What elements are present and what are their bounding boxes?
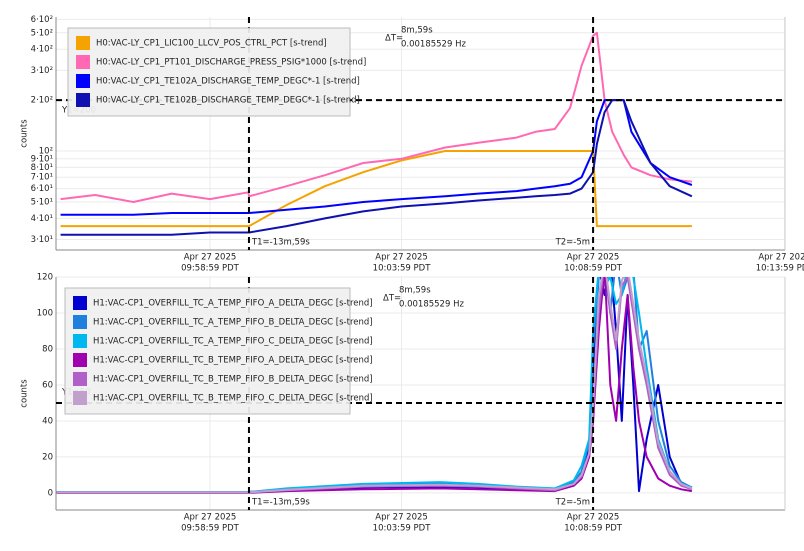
legend-swatch xyxy=(73,353,87,367)
legend-swatch xyxy=(73,315,87,329)
delta-label: ΔT= xyxy=(383,294,401,304)
legend-label: H1:VAC-CP1_OVERFILL_TC_A_TEMP_FIFO_A_DEL… xyxy=(93,299,373,309)
legend-swatch xyxy=(73,296,87,310)
y-tick-label: 40 xyxy=(42,416,53,426)
cursor-label: T1=-13m,59s xyxy=(251,238,310,248)
y-tick-label: 60 xyxy=(42,380,53,390)
delta-label: ΔT= xyxy=(385,34,403,44)
legend-label: H1:VAC-CP1_OVERFILL_TC_B_TEMP_FIFO_B_DEL… xyxy=(93,375,373,385)
y-tick-label: 2·10² xyxy=(31,96,53,106)
legend-label: H1:VAC-CP1_OVERFILL_TC_B_TEMP_FIFO_A_DEL… xyxy=(93,356,373,366)
y-tick-label: 7·10¹ xyxy=(31,173,53,183)
legend-swatch xyxy=(73,372,87,386)
legend-swatch xyxy=(76,36,90,50)
y-axis-label: counts xyxy=(20,119,30,148)
x-tick-label: 10:03:59 PDT xyxy=(373,264,432,274)
y-tick-label: 4·10¹ xyxy=(31,214,53,224)
legend-label: H1:VAC-CP1_OVERFILL_TC_A_TEMP_FIFO_B_DEL… xyxy=(93,318,373,328)
x-tick-label: Apr 27 2025 xyxy=(758,253,804,263)
delta-time: 8m,59s xyxy=(401,26,433,36)
series-line xyxy=(56,277,693,494)
y-tick-label: 20 xyxy=(42,452,53,462)
legend-swatch xyxy=(73,334,87,348)
y-tick-label: 3·10¹ xyxy=(31,235,53,245)
legend-label: H0:VAC-LY_CP1_LIC100_LLCV_POS_CTRL_PCT [… xyxy=(96,39,327,49)
y-tick-label: 100 xyxy=(37,308,53,318)
x-tick-label: 10:03:59 PDT xyxy=(373,524,432,534)
x-tick-label: Apr 27 2025 xyxy=(567,253,620,263)
legend-swatch xyxy=(76,93,90,107)
legend-label: H0:VAC-LY_CP1_TE102B_DISCHARGE_TEMP_DEGC… xyxy=(96,96,360,106)
legend-label: H1:VAC-CP1_OVERFILL_TC_B_TEMP_FIFO_C_DEL… xyxy=(93,394,373,404)
cursor-label: T2=-5m xyxy=(555,498,590,508)
delta-time: 8m,59s xyxy=(399,286,431,296)
legend-label: H0:VAC-LY_CP1_TE102A_DISCHARGE_TEMP_DEGC… xyxy=(96,77,360,87)
y-tick-label: 6·10² xyxy=(31,15,53,25)
x-tick-label: Apr 27 2025 xyxy=(567,513,620,523)
y-tick-label: 10² xyxy=(39,147,53,157)
x-tick-label: 09:58:59 PDT xyxy=(181,264,240,274)
delta-freq: 0.00185529 Hz xyxy=(401,40,466,50)
x-tick-label: 09:58:59 PDT xyxy=(181,524,240,534)
y-tick-label: 6·10¹ xyxy=(31,184,53,194)
series-line xyxy=(60,150,692,228)
y-tick-label: 9·10¹ xyxy=(31,154,53,164)
y-tick-label: 3·10² xyxy=(31,66,53,76)
plot-area xyxy=(56,277,693,494)
legend-swatch xyxy=(73,391,87,405)
y-tick-label: 5·10¹ xyxy=(31,197,53,207)
x-tick-label: 10:08:59 PDT xyxy=(564,524,623,534)
legend-box xyxy=(67,27,351,117)
x-tick-label: Apr 27 2025 xyxy=(184,513,237,523)
legend-box xyxy=(64,287,351,415)
cursor-label: T1=-13m,59s xyxy=(251,498,310,508)
y-tick-label: 4·10² xyxy=(31,45,53,55)
cursor-label: T2=-5m xyxy=(555,238,590,248)
series-line xyxy=(56,277,693,493)
y-tick-label: 8·10¹ xyxy=(31,163,53,173)
series-line xyxy=(60,31,692,203)
x-tick-label: Apr 27 2025 xyxy=(375,513,428,523)
y-tick-label: 0 xyxy=(48,488,53,498)
legend-swatch xyxy=(76,55,90,69)
delta-freq: 0.00185529 Hz xyxy=(399,300,464,310)
x-tick-label: 10:13:59 PDT xyxy=(756,264,804,274)
y-tick-label: 120 xyxy=(37,273,53,283)
x-tick-label: Apr 27 2025 xyxy=(184,253,237,263)
series-line xyxy=(56,277,693,494)
x-tick-label: 10:08:59 PDT xyxy=(564,264,623,274)
legend-label: H0:VAC-LY_CP1_PT101_DISCHARGE_PRESS_PSIG… xyxy=(96,58,366,68)
y-tick-label: 80 xyxy=(42,344,53,354)
y-tick-label: 5·10² xyxy=(31,28,53,38)
y-axis-label: counts xyxy=(20,379,30,408)
legend-swatch xyxy=(76,74,90,88)
legend-label: H1:VAC-CP1_OVERFILL_TC_A_TEMP_FIFO_C_DEL… xyxy=(93,337,373,347)
x-tick-label: Apr 27 2025 xyxy=(375,253,428,263)
